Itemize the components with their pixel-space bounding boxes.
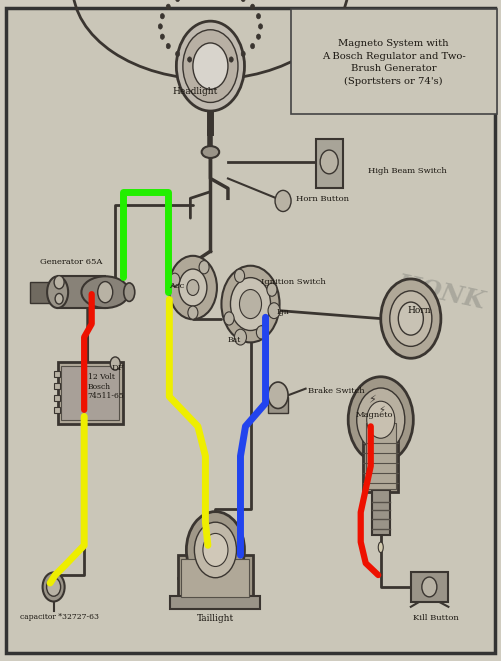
Circle shape [193,43,228,89]
Text: Brake Switch: Brake Switch [308,387,364,395]
Circle shape [268,382,288,408]
Circle shape [257,326,267,339]
Circle shape [194,522,236,578]
Circle shape [268,303,280,319]
Circle shape [234,329,246,345]
Text: Horn Button: Horn Button [296,195,349,203]
Ellipse shape [81,276,129,308]
Circle shape [55,293,63,304]
Text: Magneto: Magneto [356,411,393,419]
Circle shape [43,572,65,602]
Bar [54,383,60,389]
Bar [54,371,60,377]
Bar [54,407,60,413]
Bar [411,572,448,602]
Text: ⚡: ⚡ [378,405,385,415]
Bar [170,596,260,609]
Text: Generator 65A: Generator 65A [40,258,103,266]
Bar [61,366,119,420]
Circle shape [381,279,441,358]
Circle shape [348,377,413,463]
Bar [30,282,59,303]
Circle shape [166,4,170,9]
Bar [366,423,396,489]
Circle shape [239,290,262,319]
Circle shape [188,306,198,319]
Text: Acc: Acc [169,282,184,290]
Ellipse shape [124,283,135,301]
Circle shape [201,59,205,65]
Circle shape [275,190,291,212]
Ellipse shape [98,282,113,303]
Text: Ignition Switch: Ignition Switch [261,278,325,286]
Circle shape [170,273,180,286]
Circle shape [398,302,423,335]
Text: Magneto System with
A Bosch Regulator and Two-
Brush Generator
(Sportsters or 74: Magneto System with A Bosch Regulator an… [322,40,465,86]
Bar [58,362,123,424]
Text: Kill Button: Kill Button [413,614,459,622]
FancyBboxPatch shape [291,9,497,114]
Circle shape [47,578,61,596]
Circle shape [250,4,255,9]
Circle shape [367,401,395,438]
Circle shape [187,57,191,62]
Circle shape [215,59,219,65]
Text: capacitor *32727-63: capacitor *32727-63 [20,613,99,621]
Circle shape [160,14,164,19]
Circle shape [179,269,207,306]
Text: 12 Volt
Bosch
74511-65: 12 Volt Bosch 74511-65 [88,373,124,400]
Circle shape [110,357,120,370]
Bar [178,555,253,602]
Bar [372,490,390,535]
Circle shape [422,577,437,597]
Circle shape [259,24,263,29]
Text: Bat: Bat [228,336,241,344]
Circle shape [169,256,217,319]
Text: High Beam Switch: High Beam Switch [368,167,447,175]
Circle shape [176,52,180,57]
Text: Ign: Ign [277,308,290,316]
Bar [58,276,105,308]
Text: Horn: Horn [407,306,431,315]
Ellipse shape [201,146,219,158]
Circle shape [183,30,238,102]
Circle shape [224,312,234,325]
Text: ⚡: ⚡ [368,395,376,405]
Circle shape [176,21,244,111]
Circle shape [186,512,244,588]
Circle shape [187,280,199,295]
Circle shape [160,34,164,39]
Circle shape [390,291,432,346]
Circle shape [54,276,64,289]
Circle shape [199,260,209,274]
Bar [363,420,398,492]
Circle shape [241,52,245,57]
Circle shape [241,0,245,1]
Circle shape [257,34,261,39]
Circle shape [166,44,170,49]
Circle shape [257,14,261,19]
Text: DF: DF [111,364,124,372]
Circle shape [221,266,280,342]
Circle shape [203,533,228,566]
Text: HONK: HONK [394,271,487,313]
Circle shape [234,269,244,282]
Circle shape [250,44,255,49]
Text: Taillight: Taillight [197,613,234,623]
Bar [316,139,343,188]
Ellipse shape [378,542,383,553]
Circle shape [320,150,338,174]
Circle shape [229,57,233,62]
Circle shape [230,278,271,330]
Circle shape [267,283,277,296]
Bar [181,559,249,597]
Circle shape [357,388,405,451]
Bar [54,395,60,401]
Text: Headlight: Headlight [173,87,218,96]
Ellipse shape [47,276,68,308]
Bar [268,397,288,413]
Circle shape [176,0,180,1]
Circle shape [158,24,162,29]
